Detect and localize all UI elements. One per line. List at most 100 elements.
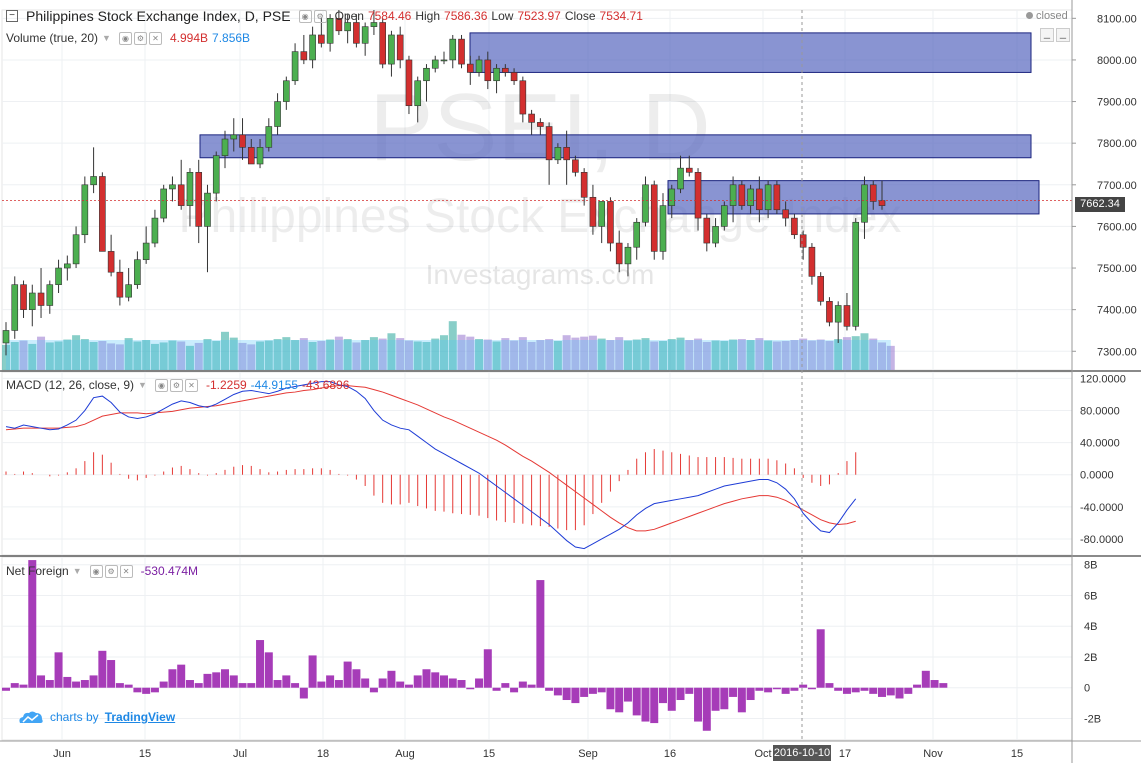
candle-body <box>72 234 80 265</box>
candle-body <box>502 67 509 73</box>
volume-bar <box>159 342 168 370</box>
series-controls[interactable]: ◉ ⚙ <box>298 9 327 23</box>
volume-bar <box>326 339 335 370</box>
netforeign-controls[interactable]: ◉ ⚙ ✕ <box>89 564 133 578</box>
net-foreign-bar <box>115 683 124 688</box>
macd-title[interactable]: MACD (12, 26, close, 9) <box>6 378 135 392</box>
volume-bar <box>588 335 597 370</box>
branding[interactable]: charts by TradingView <box>18 710 175 724</box>
volume-bar <box>623 340 632 370</box>
volume-bar <box>19 340 28 370</box>
volume-bar <box>133 341 142 370</box>
candle-body <box>256 147 264 165</box>
candle-body <box>283 80 290 102</box>
candle-body <box>388 34 395 65</box>
macd-controls[interactable]: ◉ ⚙ ✕ <box>154 378 198 392</box>
volume-bar <box>150 343 159 370</box>
net-foreign-bar <box>378 678 387 688</box>
volume-bar <box>606 340 615 370</box>
x-tick-label: Jun <box>53 748 71 760</box>
candle-body <box>169 184 176 190</box>
net-foreign-bar <box>930 680 939 688</box>
symbol-title[interactable]: Philippines Stock Exchange Index, D, PSE <box>26 8 291 24</box>
candle-body <box>274 101 281 127</box>
volume-bar <box>343 339 352 370</box>
net-foreign-bar <box>650 687 659 724</box>
net-foreign-bar <box>571 687 580 704</box>
open-value: 7584.46 <box>367 9 412 23</box>
candle-body <box>677 167 684 190</box>
candle-body <box>2 330 10 344</box>
volume-bar <box>886 345 895 370</box>
volume-bar <box>545 339 554 370</box>
candle-body <box>177 184 185 206</box>
volume-title[interactable]: Volume (true, 20) <box>6 31 99 45</box>
net-foreign-bar <box>2 687 10 691</box>
candle-body <box>99 176 106 252</box>
candle-body <box>405 59 413 107</box>
volume-bar <box>571 337 580 370</box>
dropdown-icon[interactable]: ▼ <box>138 380 147 390</box>
dropdown-icon[interactable]: ▼ <box>72 566 82 576</box>
macd-line <box>5 381 857 550</box>
volume-bar <box>203 339 212 370</box>
volume-bar <box>185 345 194 370</box>
net-foreign-bar <box>264 652 273 688</box>
candles <box>2 10 1072 356</box>
price-tick-label: 7800.00 <box>1097 138 1137 150</box>
minimize-button[interactable]: ▁ <box>1040 28 1054 42</box>
candle-body <box>484 59 492 82</box>
volume-bar <box>54 341 63 370</box>
net-foreign-bar <box>308 655 317 688</box>
candle-body <box>475 59 483 73</box>
x-tick-label: Jul <box>233 748 247 760</box>
net-foreign-bar <box>291 683 300 688</box>
net-foreign-bar <box>413 675 422 688</box>
price-tick-label: 7900.00 <box>1097 97 1137 109</box>
net-foreign-bar <box>790 687 799 691</box>
candle-body <box>703 217 711 244</box>
net-foreign-bar <box>422 669 431 688</box>
net-foreign-bar <box>124 684 133 688</box>
volume-bar <box>317 341 326 370</box>
volume-bar <box>212 341 221 370</box>
volume-bar <box>98 341 107 370</box>
candle-body <box>142 242 150 261</box>
close-value: 7534.71 <box>599 9 643 23</box>
net-foreign-bar <box>527 684 536 688</box>
net-foreign-bar <box>80 680 89 688</box>
candle-body <box>318 34 325 44</box>
collapse-icon[interactable]: − <box>6 10 18 22</box>
net-foreign-bar <box>869 687 878 694</box>
candle-body <box>694 172 702 219</box>
net-foreign-bar <box>510 687 519 693</box>
candle-body <box>81 184 89 236</box>
branding-link: TradingView <box>104 710 176 724</box>
volume-bar <box>413 341 422 370</box>
x-tick-label: 18 <box>317 748 329 760</box>
volume-bar <box>492 341 501 370</box>
volume-controls[interactable]: ◉ ⚙ ✕ <box>118 31 162 45</box>
net-foreign-bar <box>273 680 282 688</box>
candle-body <box>37 292 45 306</box>
volume-bar <box>475 339 484 370</box>
macd-tick-label: -80.0000 <box>1080 534 1123 546</box>
dropdown-icon[interactable]: ▼ <box>102 33 111 43</box>
volume-bar <box>387 333 396 370</box>
candle-body <box>466 63 474 73</box>
volume-bar <box>641 338 650 370</box>
volume-bar <box>632 339 641 370</box>
eye-icon: ◉ <box>298 9 312 23</box>
netforeign-title[interactable]: Net Foreign <box>6 564 69 578</box>
resistance-zone <box>199 134 1032 159</box>
net-foreign-bar <box>772 687 781 690</box>
maximize-button[interactable]: ▁ <box>1056 28 1070 42</box>
net-foreign-bar <box>553 687 562 696</box>
candle-body <box>186 172 194 206</box>
candle-body <box>554 147 562 161</box>
candle-body <box>598 201 605 227</box>
candle-body <box>344 22 351 32</box>
volume-bar <box>659 341 667 370</box>
net-foreign-bar <box>492 687 501 691</box>
